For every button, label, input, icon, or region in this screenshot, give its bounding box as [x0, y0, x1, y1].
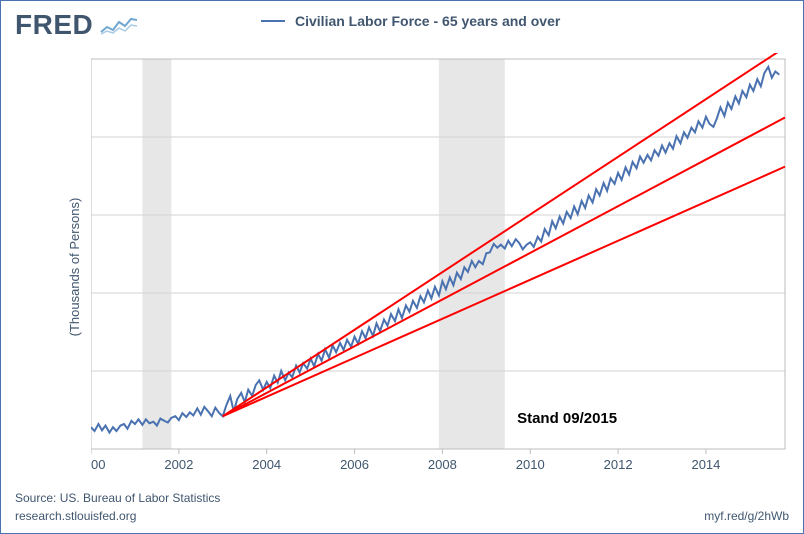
footer: Source: US. Bureau of Labor Statistics r…: [15, 490, 220, 525]
svg-text:2008: 2008: [428, 457, 457, 472]
brand-wave-icon: [99, 14, 139, 36]
svg-text:2010: 2010: [516, 457, 545, 472]
footer-source: Source: US. Bureau of Labor Statistics: [15, 490, 220, 507]
svg-text:2000: 2000: [91, 457, 105, 472]
y-axis-label: (Thousands of Persons): [67, 198, 82, 337]
chart-svg: 4,0005,0006,0007,0008,0009,0002000200220…: [91, 53, 791, 477]
footer-site: research.stlouisfed.org: [15, 508, 220, 525]
annotation-stand: Stand 09/2015: [517, 410, 617, 427]
svg-text:2012: 2012: [604, 457, 633, 472]
svg-text:2006: 2006: [340, 457, 369, 472]
legend-label: Civilian Labor Force - 65 years and over: [295, 13, 560, 29]
svg-text:2004: 2004: [252, 457, 281, 472]
short-link: myf.red/g/2hWb: [704, 509, 789, 523]
svg-text:2014: 2014: [691, 457, 720, 472]
plot-area: 4,0005,0006,0007,0008,0009,0002000200220…: [91, 53, 791, 477]
header: FRED: [15, 9, 139, 41]
svg-text:2002: 2002: [164, 457, 193, 472]
brand-logo-text: FRED: [15, 9, 93, 41]
chart-frame: FRED Civilian Labor Force - 65 years and…: [0, 0, 804, 534]
legend: Civilian Labor Force - 65 years and over: [261, 13, 560, 29]
legend-swatch: [261, 20, 285, 22]
